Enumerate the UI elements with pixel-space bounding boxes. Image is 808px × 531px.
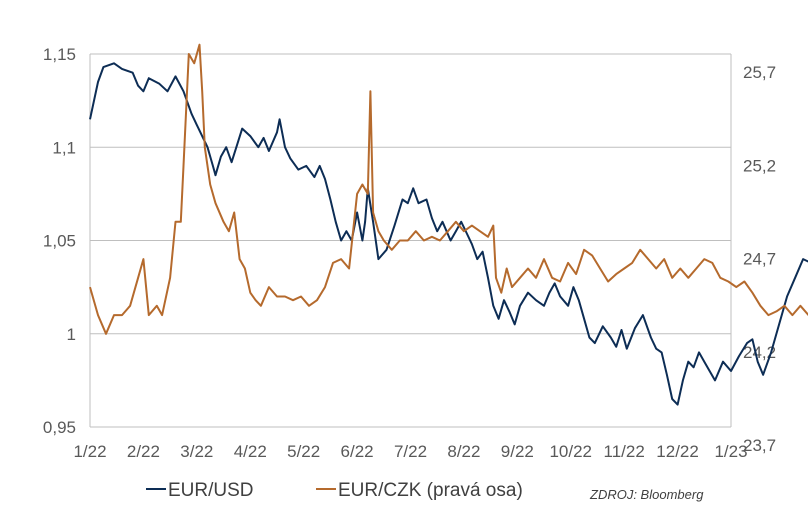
x-tick-label: 8/22 [447,442,480,461]
series-line-eurczk [89,43,808,335]
left-axis-ticks: 1,15 1,1 1,05 1 0,95 [43,45,76,437]
legend-label-eurczk: EUR/CZK (pravá osa) [338,480,523,501]
right-axis-ticks: 25,7 25,2 24,7 24,2 23,7 [743,63,776,455]
left-tick-label: 1,1 [52,138,76,157]
x-tick-label: 12/22 [656,442,699,461]
x-tick-label: 9/22 [501,442,534,461]
right-tick-label: 25,7 [743,63,776,82]
x-tick-label: 6/22 [341,442,374,461]
x-tick-label: 3/22 [180,442,213,461]
legend-label-eurusd: EUR/USD [168,480,254,501]
x-tick-label: 7/22 [394,442,427,461]
right-tick-label: 25,2 [743,156,776,175]
x-tick-label: 1/23 [714,442,747,461]
left-tick-label: 1 [67,325,76,344]
right-tick-label: 23,7 [743,436,776,455]
x-axis-ticks: 1/22 2/22 3/22 4/22 5/22 6/22 7/22 8/22 9/22 10/2… [73,442,747,461]
series-line-eurusd [89,62,808,406]
x-tick-label: 4/22 [234,442,267,461]
x-tick-label: 10/22 [549,442,592,461]
x-tick-label: 2/22 [127,442,160,461]
gridlines [90,53,731,428]
x-tick-label: 1/22 [73,442,106,461]
x-tick-label: 11/22 [604,442,645,461]
legend: EUR/USD EUR/CZK (pravá osa) [146,480,523,501]
source-note: ZDROJ: Bloomberg [589,487,704,502]
right-tick-label: 24,7 [743,250,776,269]
left-tick-label: 1,05 [43,232,76,251]
right-tick-label: 24,2 [743,343,776,362]
left-tick-label: 1,15 [43,45,76,64]
left-tick-label: 0,95 [43,418,76,437]
series-layer [89,43,808,406]
x-tick-label: 5/22 [287,442,320,461]
